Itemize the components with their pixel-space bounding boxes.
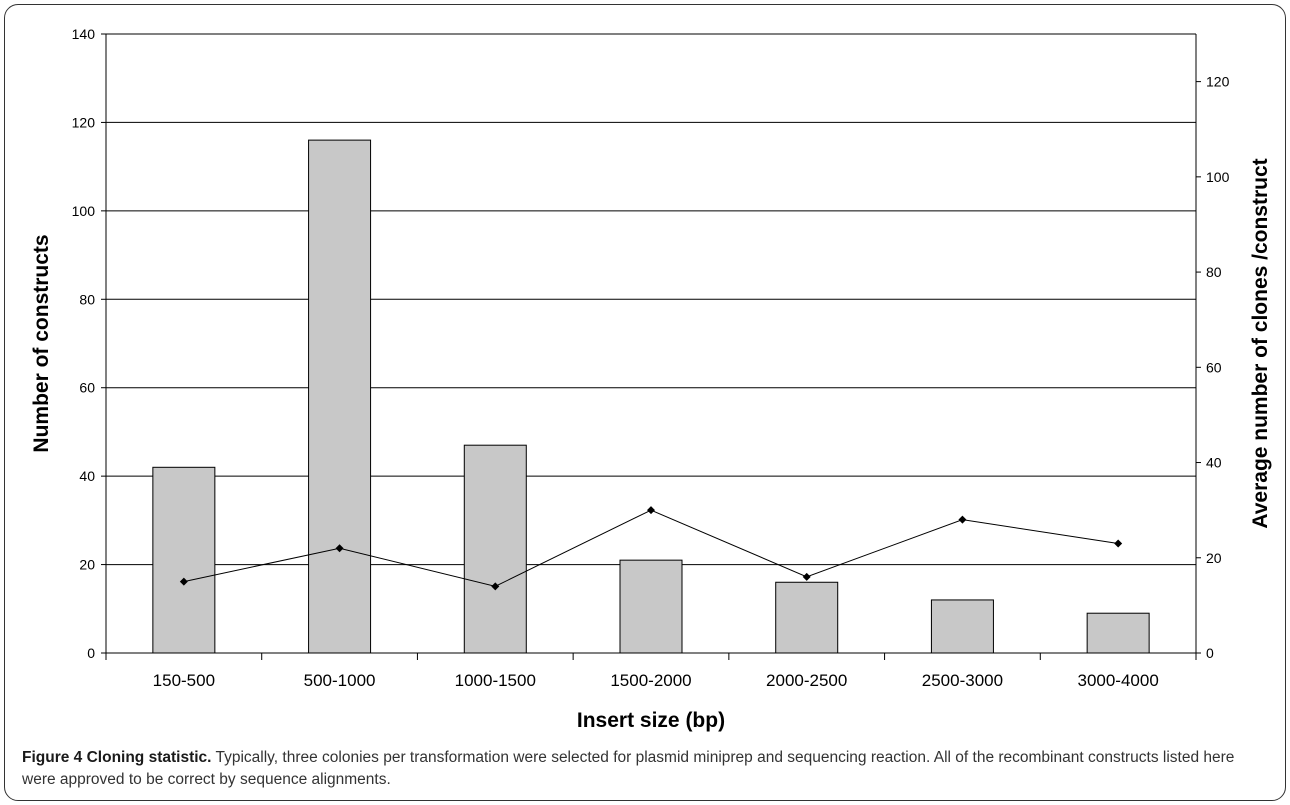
line-point <box>1114 539 1123 548</box>
bar <box>1086 612 1150 654</box>
chart: 0 20 40 60 80 100 120 140 0 20 40 60 80 100 120 150-500… <box>30 26 1272 732</box>
bar <box>308 139 372 654</box>
y-axis-title: Number of constructs <box>30 234 53 452</box>
y2-tick-label: 20 <box>1206 550 1222 566</box>
x-tick-label: 3000-4000 <box>1077 671 1158 690</box>
line-point <box>179 577 188 586</box>
y-tick-label: 20 <box>79 557 95 573</box>
y-tick-label: 0 <box>87 645 95 661</box>
bar <box>930 599 994 654</box>
y2-tick-label: 0 <box>1206 645 1214 661</box>
y-tick-label: 120 <box>72 114 96 130</box>
y-tick-label: 80 <box>79 291 95 307</box>
x-tick-label: 1500-2000 <box>610 671 691 690</box>
figure-frame <box>4 4 1286 801</box>
x-axis-title: Insert size (bp) <box>577 709 725 732</box>
figure-caption: Figure 4 Cloning statistic. Typically, t… <box>22 747 1272 791</box>
y2-axis-title: Average number of clones /construct <box>1249 158 1272 528</box>
x-tick-label: 150-500 <box>153 671 215 690</box>
y2-tick-label: 120 <box>1206 74 1230 90</box>
bar <box>619 559 683 654</box>
x-tick-label: 1000-1500 <box>455 671 536 690</box>
y2-tick-label: 100 <box>1206 169 1230 185</box>
line-point <box>958 515 967 524</box>
line-point <box>647 506 655 515</box>
bar <box>152 466 216 654</box>
line-point <box>491 582 500 591</box>
y2-tick-label: 60 <box>1206 359 1222 375</box>
caption-text: Typically, three colonies per transforma… <box>22 749 1235 788</box>
y-tick-label: 60 <box>79 380 95 396</box>
y-tick-label: 40 <box>79 468 95 484</box>
y-tick-label: 140 <box>72 26 96 42</box>
y2-tick-label: 40 <box>1206 455 1222 471</box>
bar <box>775 581 839 654</box>
y2-tick-label: 80 <box>1206 264 1222 280</box>
bar <box>463 444 527 654</box>
line-point <box>802 572 811 581</box>
x-tick-label: 2000-2500 <box>766 671 847 690</box>
line-point <box>335 544 344 553</box>
y-tick-label: 100 <box>72 203 96 219</box>
caption-label: Figure 4 Cloning statistic. <box>22 749 212 766</box>
x-tick-label: 2500-3000 <box>922 671 1003 690</box>
x-tick-label: 500-1000 <box>304 671 376 690</box>
